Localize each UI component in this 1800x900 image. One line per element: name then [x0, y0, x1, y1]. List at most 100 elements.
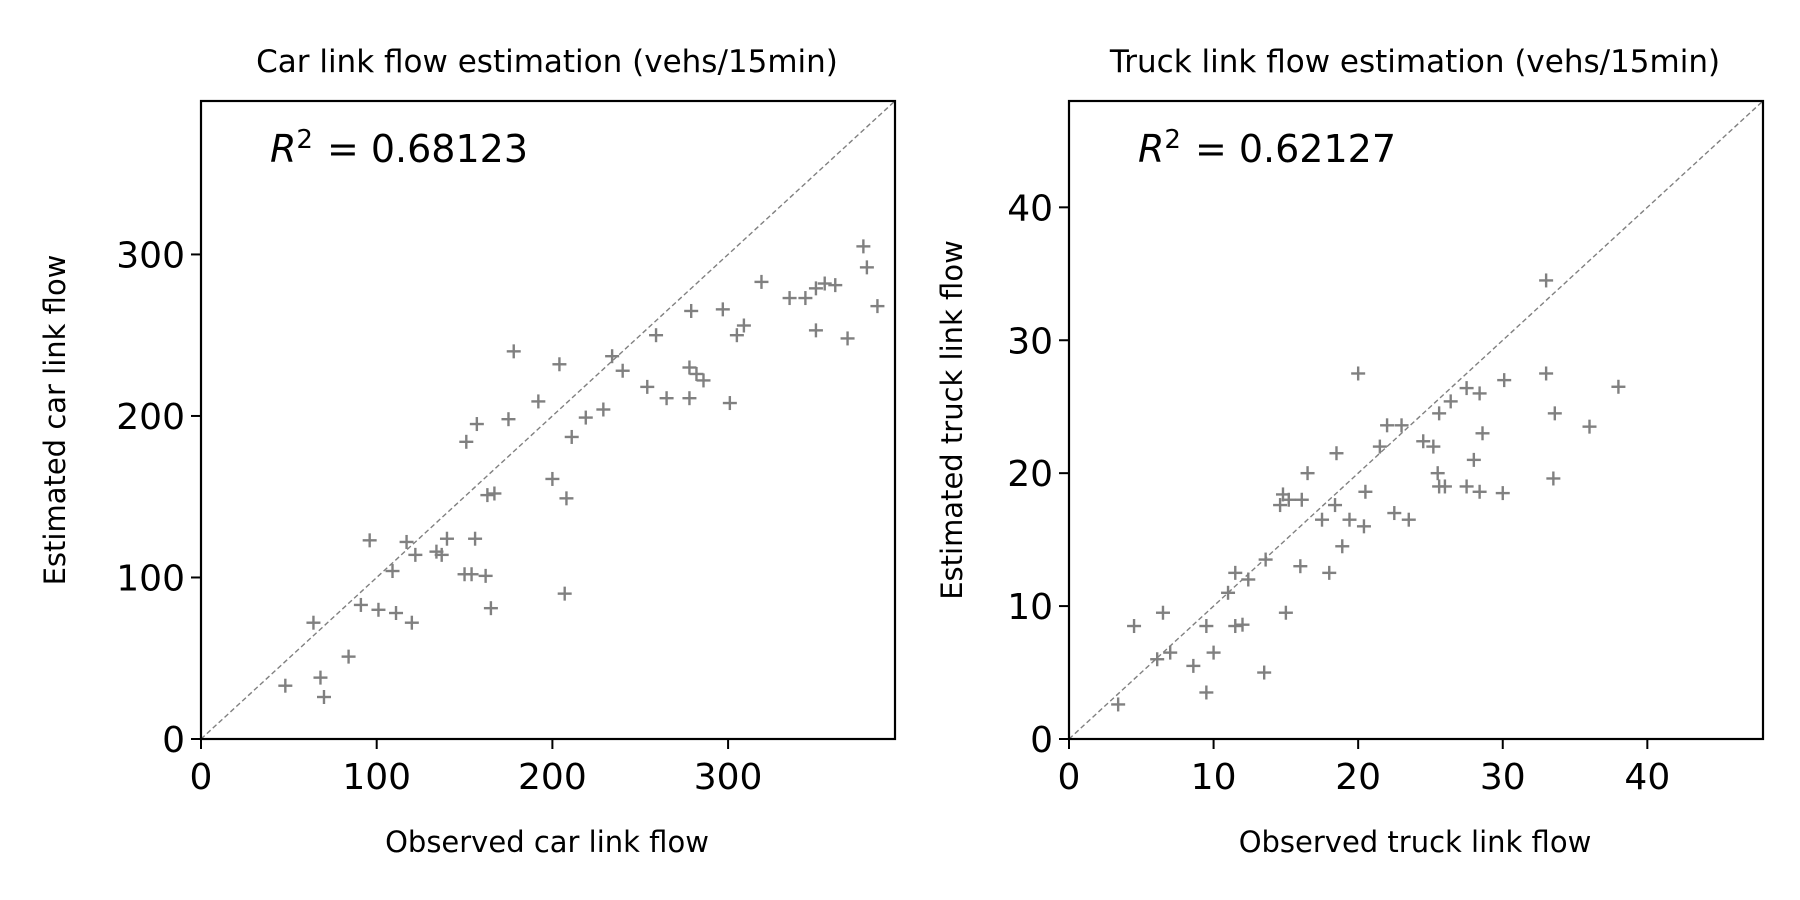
truck-x-tick-label-20: 20: [1335, 757, 1381, 798]
truck-data-point-48: [1472, 484, 1487, 499]
truck-data-point-53: [1539, 366, 1554, 381]
truck-data-point-33: [1380, 418, 1395, 433]
car-data-point-7: [371, 602, 386, 617]
truck-data-point-38: [1426, 439, 1441, 454]
car-data-point-38: [649, 328, 664, 343]
car-data-point-3: [316, 690, 331, 705]
car-plot-frame: [199, 99, 897, 741]
truck-y-tick-label-30: 30: [1007, 321, 1053, 362]
car-data-point-0: [278, 678, 293, 693]
truck-data-point-57: [1611, 379, 1626, 394]
car-data-point-33: [578, 410, 593, 425]
truck-data-point-31: [1358, 484, 1373, 499]
truck-data-point-27: [1335, 539, 1350, 554]
truck-data-point-24: [1322, 565, 1337, 580]
truck-data-point-10: [1228, 619, 1243, 634]
car-data-point-21: [478, 568, 493, 583]
truck-data-point-47: [1472, 386, 1487, 401]
truck-data-point-55: [1547, 406, 1562, 421]
car-data-point-9: [389, 606, 404, 621]
car-data-point-31: [559, 491, 574, 506]
car-y-tick-label-200: 200: [116, 397, 185, 438]
car-data-point-26: [506, 344, 521, 359]
car-data-point-50: [782, 291, 797, 306]
truck-chart: Truck link flow estimation (vehs/15min) …: [935, 44, 1765, 859]
truck-data-point-43: [1443, 394, 1458, 409]
car-data-point-39: [659, 391, 674, 406]
truck-data-point-39: [1430, 466, 1445, 481]
car-data-point-55: [828, 278, 843, 293]
car-x-tick-label-200: 200: [518, 757, 587, 798]
truck-data-point-45: [1459, 479, 1474, 494]
car-r2-superscript: 2: [296, 125, 313, 155]
car-data-point-32: [564, 429, 579, 444]
truck-data-point-14: [1257, 665, 1272, 680]
truck-data-point-40: [1432, 406, 1447, 421]
car-data-point-29: [552, 357, 567, 372]
car-data-point-53: [808, 281, 823, 296]
truck-y-tick-label-0: 0: [1030, 720, 1053, 761]
car-data-point-44: [696, 373, 711, 388]
car-data-point-18: [464, 567, 479, 582]
truck-data-point-2: [1150, 652, 1165, 667]
car-data-point-4: [341, 649, 356, 664]
truck-data-point-42: [1437, 479, 1452, 494]
car-y-tick-label-300: 300: [116, 235, 185, 276]
truck-data-point-18: [1278, 605, 1293, 620]
car-data-point-48: [736, 318, 751, 333]
truck-y-axis-label: Estimated truck link flow: [935, 240, 969, 600]
truck-data-point-25: [1328, 498, 1343, 513]
car-data-point-1: [306, 615, 321, 630]
car-data-point-8: [385, 564, 400, 579]
car-r2-symbol: R: [270, 127, 296, 171]
car-data-point-22: [480, 488, 495, 503]
car-data-point-42: [684, 303, 699, 318]
truck-plot-marks: [1068, 100, 1764, 740]
car-y-axis-label: Estimated car link flow: [38, 255, 72, 586]
car-data-point-43: [689, 366, 704, 381]
truck-data-point-19: [1281, 492, 1296, 507]
car-data-point-12: [408, 547, 423, 562]
truck-data-point-54: [1546, 471, 1561, 486]
car-x-ticks: 0 100 200 300: [190, 739, 762, 798]
car-data-point-51: [798, 291, 813, 306]
car-x-axis-label: Observed car link flow: [385, 825, 709, 859]
car-data-point-24: [487, 486, 502, 501]
car-data-point-10: [399, 534, 414, 549]
car-data-point-20: [469, 417, 484, 432]
car-data-point-11: [404, 615, 419, 630]
car-data-point-23: [483, 601, 498, 616]
car-data-point-30: [557, 586, 572, 601]
truck-y-tick-label-10: 10: [1007, 587, 1053, 628]
truck-r2-superscript: 2: [1164, 125, 1181, 155]
truck-data-point-32: [1372, 439, 1387, 454]
car-data-point-34: [596, 402, 611, 417]
truck-data-point-23: [1315, 512, 1330, 527]
truck-data-point-5: [1186, 658, 1201, 673]
car-chart-title: Car link flow estimation (vehs/15min): [256, 44, 838, 80]
truck-data-point-28: [1342, 512, 1357, 527]
car-data-point-41: [682, 391, 697, 406]
car-chart: Car link flow estimation (vehs/15min) 0 1…: [38, 44, 897, 859]
car-data-point-35: [605, 349, 620, 364]
truck-r2-symbol: R: [1138, 127, 1164, 171]
truck-plot-frame: [1067, 99, 1765, 741]
car-data-point-14: [434, 547, 449, 562]
car-plot-marks: [200, 100, 896, 740]
truck-x-axis-label: Observed truck link flow: [1239, 825, 1592, 859]
truck-data-point-8: [1206, 645, 1221, 660]
car-y-tick-label-0: 0: [162, 720, 185, 761]
truck-r2-value: = 0.62127: [1195, 127, 1396, 171]
truck-data-point-50: [1495, 486, 1510, 501]
car-data-point-47: [729, 328, 744, 343]
truck-data-point-6: [1199, 685, 1214, 700]
car-y-tick-label-100: 100: [116, 558, 185, 599]
truck-data-point-49: [1475, 426, 1490, 441]
truck-x-tick-label-0: 0: [1058, 757, 1081, 798]
car-data-point-15: [439, 531, 454, 546]
car-data-point-28: [545, 471, 560, 486]
car-x-tick-label-100: 100: [342, 757, 411, 798]
car-data-point-27: [531, 394, 546, 409]
car-data-point-2: [313, 670, 328, 685]
car-data-point-59: [870, 299, 885, 314]
